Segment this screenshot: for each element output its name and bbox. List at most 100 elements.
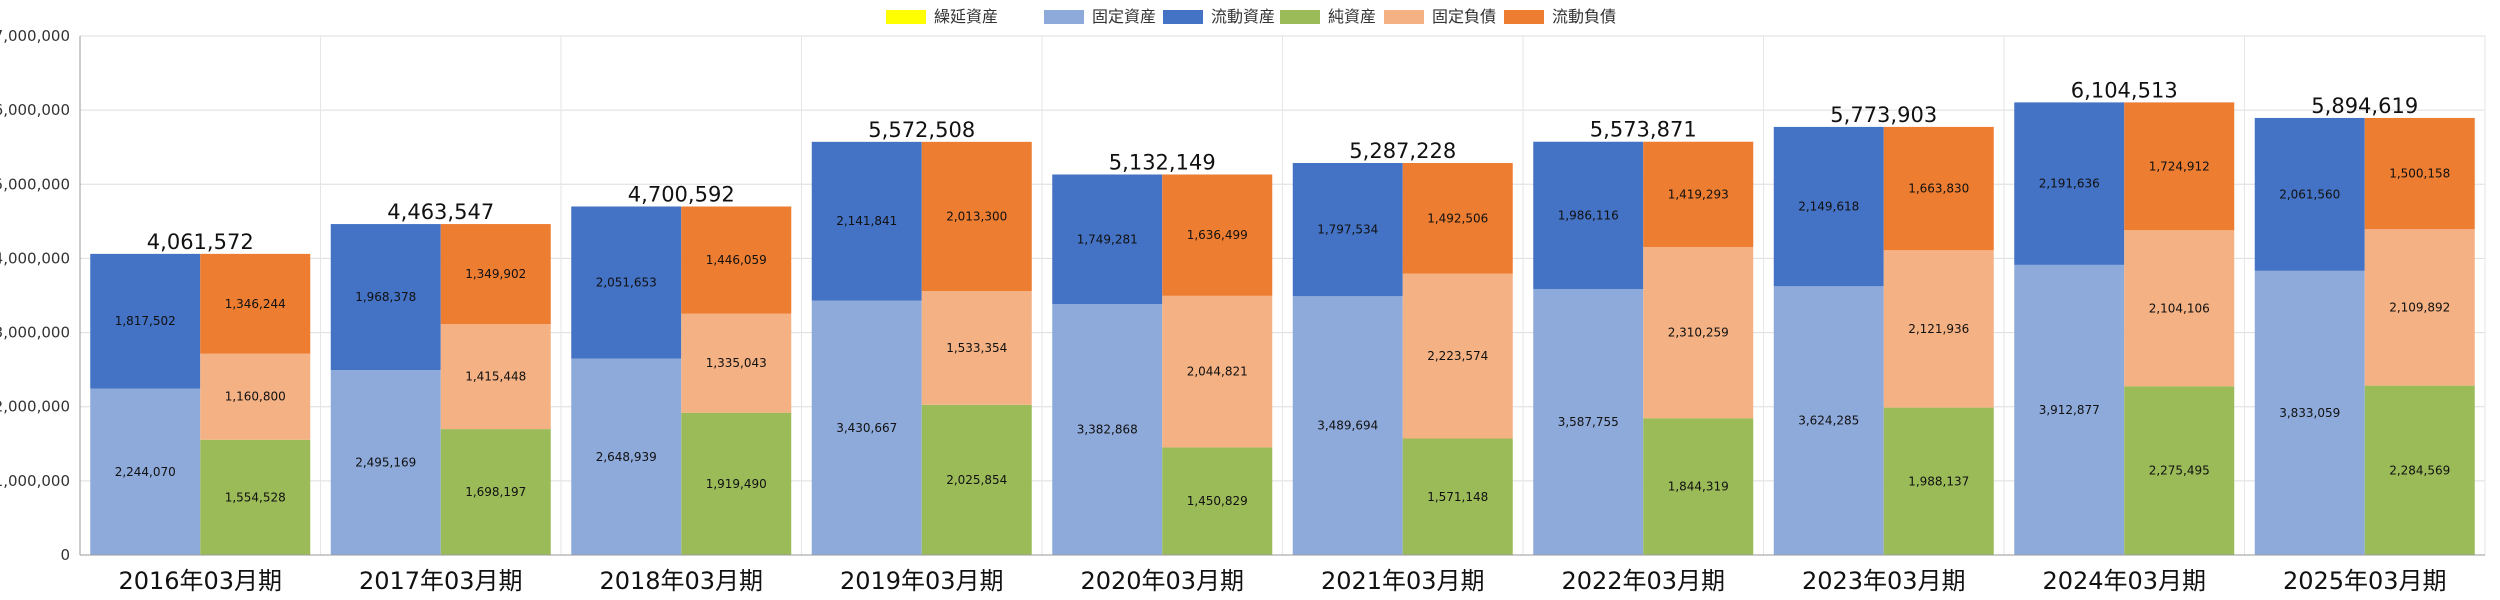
bar-segment — [90, 253, 201, 389]
segment-value-label: 3,912,877 — [2039, 403, 2100, 417]
bar-segment — [681, 206, 792, 314]
bar-segment — [1162, 295, 1273, 448]
y-tick-label: 0 — [60, 546, 70, 564]
total-value-label: 4,463,547 — [387, 200, 494, 224]
legend-label: 流動資産 — [1211, 7, 1275, 26]
segment-value-label: 1,986,116 — [1558, 208, 1619, 222]
total-value-label: 4,061,572 — [147, 230, 254, 254]
bar-segment — [1883, 250, 1994, 408]
y-tick-label: 3,000,000 — [0, 324, 70, 342]
legend-swatch — [1163, 10, 1203, 24]
bar-segment — [2124, 386, 2235, 555]
bar-segment — [811, 300, 922, 555]
total-labels: 4,061,572 4,463,547 4,700,592 5,572,508 5,13… — [147, 78, 2418, 253]
bar-segment — [1883, 407, 1994, 555]
total-value-label: 5,572,508 — [868, 118, 975, 142]
segment-value-label: 2,061,560 — [2279, 187, 2340, 201]
legend-swatch — [1044, 10, 1084, 24]
legend-item: 純資産 — [1280, 7, 1376, 26]
bar-segment — [200, 353, 311, 440]
segment-value-label: 2,223,574 — [1427, 349, 1488, 363]
legend-item: 流動負債 — [1504, 7, 1616, 26]
x-tick-label: 2025年03月期 — [2283, 567, 2447, 595]
x-tick-label: 2016年03月期 — [118, 567, 282, 595]
bar-segment — [811, 141, 922, 301]
x-tick-label: 2020年03月期 — [1080, 567, 1244, 595]
segment-value-label: 1,636,499 — [1187, 228, 1248, 242]
bar-segment — [2014, 102, 2125, 265]
bar-segment — [330, 370, 441, 555]
bar-segment — [921, 291, 1032, 405]
y-tick-label: 4,000,000 — [0, 249, 70, 267]
segment-value-label: 2,149,618 — [1798, 200, 1859, 214]
legend-item: 固定資産 — [1044, 7, 1156, 26]
segment-value-label: 3,489,694 — [1317, 419, 1378, 433]
segment-value-label: 2,013,300 — [946, 209, 1007, 223]
y-tick-label: 6,000,000 — [0, 101, 70, 119]
segment-value-label: 1,749,281 — [1077, 232, 1138, 246]
segment-value-label: 3,382,868 — [1077, 423, 1138, 437]
x-axis: 2016年03月期 2017年03月期 2018年03月期 2019年03月期 2020… — [80, 554, 2485, 595]
segment-value-label: 1,415,448 — [465, 370, 526, 384]
segment-value-label: 2,310,259 — [1668, 326, 1729, 340]
y-tick-label: 2,000,000 — [0, 398, 70, 416]
y-tick-label: 1,000,000 — [0, 472, 70, 490]
bar-segment — [1162, 447, 1273, 555]
bar-segment — [1773, 126, 1884, 287]
legend-swatch — [1280, 10, 1320, 24]
segment-value-label: 1,724,912 — [2149, 159, 2210, 173]
segment-value-label: 2,191,636 — [2039, 177, 2100, 191]
bar-segment — [440, 429, 551, 555]
legend-label: 流動負債 — [1552, 7, 1616, 26]
segment-value-label: 1,160,800 — [225, 390, 286, 404]
x-tick-label: 2019年03月期 — [840, 567, 1004, 595]
bar-segment — [1883, 126, 1994, 251]
y-axis: 0 1,000,000 2,000,000 3,000,000 4,000,000 5,0… — [0, 27, 81, 564]
bar-segment — [1402, 162, 1513, 274]
segment-value-label: 1,500,158 — [2389, 167, 2450, 181]
bar-segment — [1402, 438, 1513, 555]
segment-value-label: 1,663,830 — [1908, 182, 1969, 196]
segment-value-label: 1,419,293 — [1668, 187, 1729, 201]
bar-segment — [2254, 270, 2365, 555]
segment-value-label: 1,571,148 — [1427, 490, 1488, 504]
bar-segment — [571, 206, 682, 359]
segment-value-label: 1,817,502 — [115, 314, 176, 328]
bar-segment — [2364, 385, 2475, 555]
bar-segment — [2364, 117, 2475, 230]
segment-value-label: 3,430,667 — [836, 421, 897, 435]
segment-value-label: 1,554,528 — [225, 490, 286, 504]
segment-labels: 2,244,070 1,817,502 1,554,528 1,160,800 1,34… — [115, 159, 2451, 508]
segment-value-label: 1,349,902 — [465, 267, 526, 281]
legend-label: 純資産 — [1328, 7, 1376, 26]
segment-value-label: 2,109,892 — [2389, 300, 2450, 314]
segment-value-label: 3,624,285 — [1798, 414, 1859, 428]
segment-value-label: 1,968,378 — [355, 290, 416, 304]
legend-item: 繰延資産 — [886, 7, 998, 26]
bar-segment — [440, 224, 551, 325]
bar-segment — [2124, 102, 2235, 231]
segment-value-label: 2,284,569 — [2389, 463, 2450, 477]
segment-value-label: 2,495,169 — [355, 456, 416, 470]
bar-segment — [921, 404, 1032, 555]
segment-value-label: 2,141,841 — [836, 214, 897, 228]
segment-value-label: 2,275,495 — [2149, 464, 2210, 478]
x-tick-label: 2023年03月期 — [1802, 567, 1966, 595]
segment-value-label: 1,844,319 — [1668, 480, 1729, 494]
segment-value-label: 1,797,534 — [1317, 223, 1378, 237]
segment-value-label: 1,446,059 — [706, 253, 767, 267]
segment-value-label: 3,587,755 — [1558, 415, 1619, 429]
legend-label: 固定負債 — [1432, 7, 1496, 26]
legend-swatch — [1384, 10, 1424, 24]
legend-swatch — [1504, 10, 1544, 24]
segment-value-label: 2,025,854 — [946, 473, 1007, 487]
total-value-label: 5,894,619 — [2311, 94, 2418, 118]
bar-segment — [2124, 230, 2235, 387]
bar-segment — [440, 324, 551, 430]
bar-segment — [1402, 273, 1513, 439]
total-value-label: 5,773,903 — [1830, 103, 1937, 127]
segment-value-label: 1,988,137 — [1908, 474, 1969, 488]
bar-segment — [200, 253, 311, 354]
bar-segment — [1052, 174, 1163, 305]
